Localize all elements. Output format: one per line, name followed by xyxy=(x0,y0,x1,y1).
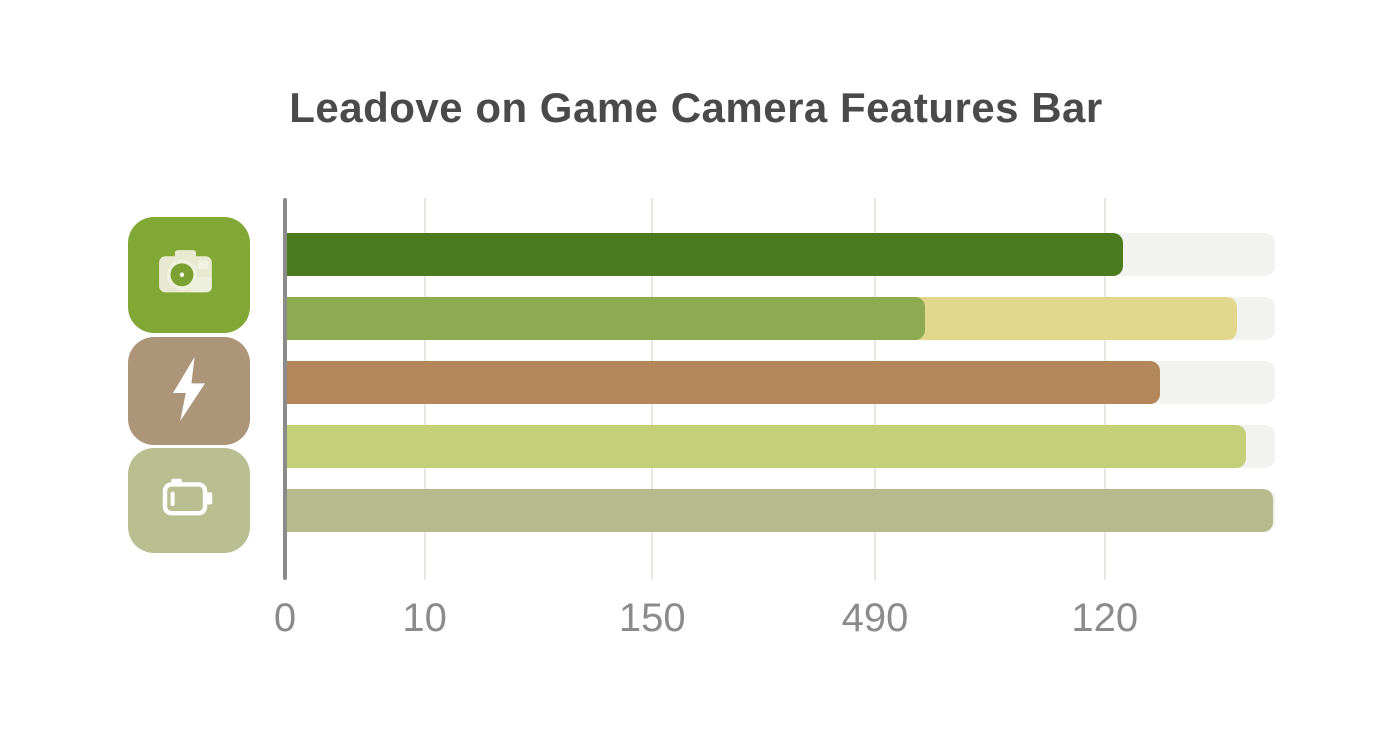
chart-title: Leadove on Game Camera Features Bar xyxy=(289,84,1103,131)
bar-fill xyxy=(287,297,926,340)
bar-row-4 xyxy=(287,425,1275,468)
lightning-tile xyxy=(128,337,250,445)
lightning-icon xyxy=(149,347,229,436)
camera-icon xyxy=(143,229,235,322)
bar-row-3 xyxy=(287,361,1275,404)
bar-row-2 xyxy=(287,297,1275,340)
x-tick-label: 10 xyxy=(402,596,447,640)
x-tick-label: 490 xyxy=(841,596,909,640)
y-axis-line xyxy=(283,198,287,580)
battery-tile xyxy=(128,448,250,553)
bar-fill xyxy=(287,233,1123,276)
bar-row-5 xyxy=(287,489,1275,532)
bar-fill xyxy=(287,361,1161,404)
camera-tile xyxy=(128,217,250,333)
x-tick-label: 150 xyxy=(618,596,686,640)
x-tick-label: 120 xyxy=(1071,596,1139,640)
x-tick-label: 0 xyxy=(273,596,297,640)
battery-icon xyxy=(141,458,237,543)
bar-row-1 xyxy=(287,233,1275,276)
bar-fill xyxy=(287,489,1274,532)
bar-fill xyxy=(287,425,1247,468)
